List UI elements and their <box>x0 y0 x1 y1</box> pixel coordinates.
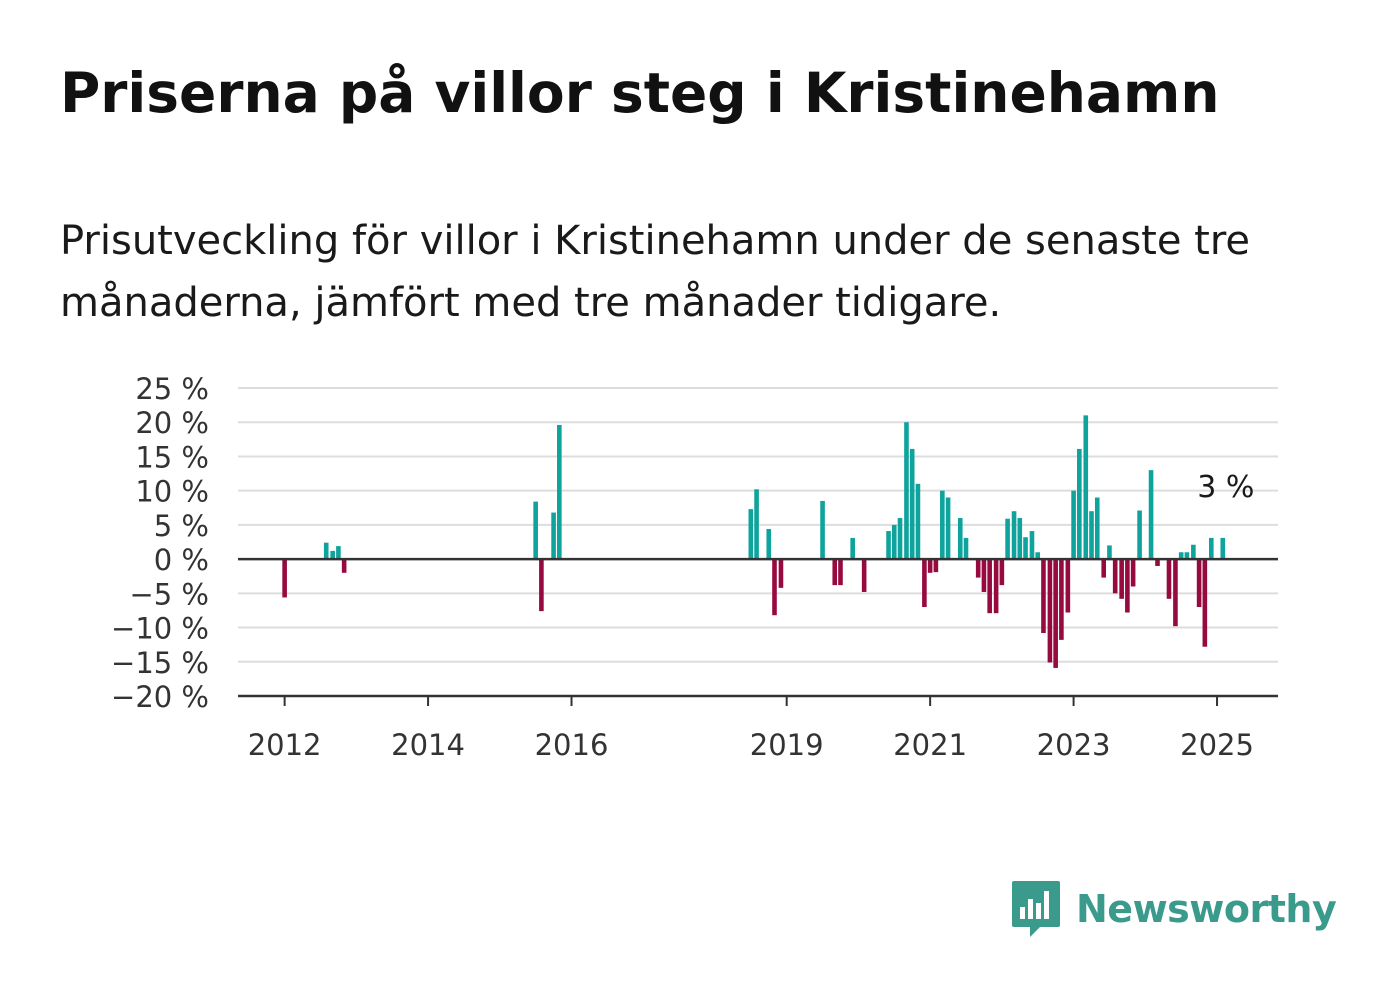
bar <box>1035 552 1041 560</box>
bar <box>1065 559 1071 613</box>
bar <box>766 528 772 560</box>
bar <box>850 537 855 560</box>
bar <box>1125 559 1130 613</box>
bar <box>551 512 556 560</box>
bar <box>748 509 754 560</box>
bar <box>981 559 987 592</box>
y-tick-label: 5 % <box>154 509 209 543</box>
bar <box>1017 518 1023 560</box>
bar <box>336 546 341 560</box>
bar <box>1166 559 1172 599</box>
bar <box>993 559 999 614</box>
y-tick-label: 20 % <box>135 406 209 440</box>
bar <box>963 537 969 560</box>
y-tick-label: −10 % <box>111 612 209 646</box>
bar <box>945 497 951 560</box>
x-tick-label: 2023 <box>1037 728 1111 762</box>
bar <box>1184 552 1190 560</box>
bar <box>1137 510 1142 560</box>
bar <box>1011 511 1017 560</box>
bar <box>940 490 945 560</box>
bar <box>999 559 1005 586</box>
chart-title: Priserna på villor steg i Kristinehamn <box>60 61 1220 125</box>
bar <box>897 518 903 560</box>
bar <box>1041 559 1046 634</box>
bar <box>330 550 335 560</box>
latest-value-annotation: 3 % <box>1197 470 1254 505</box>
bar <box>1191 544 1196 560</box>
bar <box>533 501 538 560</box>
bar <box>1196 559 1202 608</box>
bar <box>754 489 759 560</box>
x-axis-tick-labels: 2012 2014 2016 2019 2021 2023 2025 <box>248 696 1254 762</box>
y-tick-label: −5 % <box>129 577 209 611</box>
bar <box>1112 559 1118 594</box>
y-tick-label: 10 % <box>135 475 209 509</box>
y-tick-label: 0 % <box>154 543 209 577</box>
bar <box>1130 559 1136 587</box>
bar <box>1089 511 1094 560</box>
bar <box>1077 448 1082 560</box>
bar <box>323 542 329 560</box>
bar <box>922 559 927 608</box>
newsworthy-logo-icon <box>1012 881 1060 937</box>
bar <box>1148 470 1154 560</box>
bar <box>909 448 915 560</box>
bar <box>904 422 909 560</box>
bar <box>1220 537 1226 560</box>
bar <box>820 500 825 560</box>
bar <box>1119 559 1124 599</box>
bar <box>772 559 777 616</box>
bar <box>838 559 843 586</box>
bar <box>891 524 897 560</box>
bar <box>1178 552 1184 560</box>
bar <box>778 559 784 588</box>
bar <box>1155 559 1160 566</box>
bar <box>1005 518 1010 560</box>
bar <box>915 483 921 560</box>
bars <box>282 415 1226 668</box>
brand-logo: Newsworthy <box>1010 878 1337 940</box>
x-tick-label: 2016 <box>535 728 609 762</box>
y-tick-label: −20 % <box>111 680 209 714</box>
bar <box>1208 537 1214 560</box>
y-axis-tick-labels: 25 %20 %15 %10 %5 %0 %−5 %−10 %−15 %−20 … <box>111 372 209 714</box>
bar <box>1202 559 1208 647</box>
bar <box>1083 415 1089 560</box>
bar <box>282 559 287 598</box>
bar <box>927 559 933 573</box>
y-tick-label: 15 % <box>135 440 209 474</box>
bar <box>1029 531 1035 560</box>
bar <box>975 559 981 578</box>
bar <box>539 559 544 612</box>
bar <box>957 518 963 560</box>
x-tick-label: 2021 <box>893 728 967 762</box>
x-tick-label: 2012 <box>248 728 322 762</box>
y-tick-label: −15 % <box>111 646 209 680</box>
bar <box>933 559 939 573</box>
bar <box>1053 559 1058 668</box>
y-tick-label: 25 % <box>135 372 209 406</box>
axes <box>238 557 1278 698</box>
bar <box>1107 545 1112 560</box>
bar <box>341 559 347 573</box>
bar <box>1059 559 1064 640</box>
bar <box>1023 537 1028 560</box>
brand-name: Newsworthy <box>1076 887 1337 931</box>
bar <box>1047 559 1053 663</box>
bar <box>1094 497 1100 560</box>
bar <box>987 559 992 614</box>
bar <box>832 559 838 586</box>
x-tick-label: 2019 <box>750 728 824 762</box>
bar <box>886 531 891 560</box>
bar <box>557 424 562 560</box>
bar <box>1101 559 1107 578</box>
x-tick-label: 2014 <box>391 728 465 762</box>
x-tick-label: 2025 <box>1180 728 1254 762</box>
bar <box>1173 559 1178 627</box>
bar <box>861 559 867 592</box>
bar <box>1071 490 1076 560</box>
chart-subtitle: Prisutveckling för villor i Kristinehamn… <box>60 218 1251 326</box>
